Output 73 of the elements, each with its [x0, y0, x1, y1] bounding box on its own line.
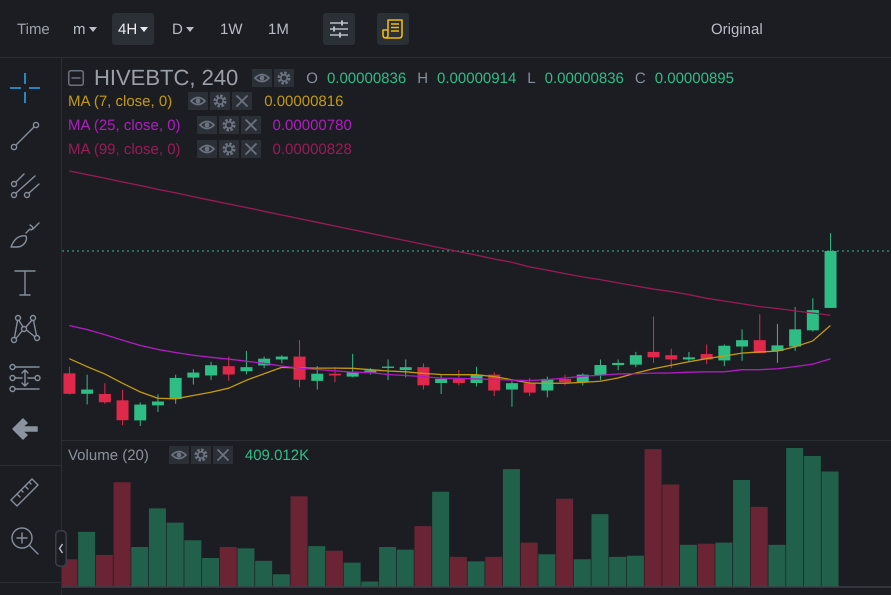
text: 0.00000836	[544, 70, 624, 86]
text: 0.00000914	[437, 70, 516, 86]
candlestick	[630, 351, 642, 368]
bar	[538, 554, 556, 587]
text: Time	[17, 20, 50, 38]
text: D	[172, 20, 183, 38]
candlestick	[152, 394, 164, 412]
candlestick	[311, 366, 324, 390]
candlestick	[400, 358, 412, 378]
bar	[680, 544, 697, 587]
text: H	[417, 70, 428, 86]
candlestick	[134, 402, 146, 426]
text: O	[306, 70, 318, 86]
series-label: MA (99, close, 0)	[68, 140, 181, 158]
text: 1M	[268, 20, 289, 38]
candlestick	[170, 374, 182, 404]
text: L	[527, 70, 536, 86]
candlestick	[754, 314, 766, 354]
text: 4H	[118, 20, 138, 38]
candlestick	[506, 380, 518, 408]
candlestick	[63, 366, 76, 395]
candlestick	[116, 389, 129, 426]
text: 0.00000780	[272, 116, 352, 134]
candlestick	[187, 368, 200, 386]
candlestick	[736, 328, 748, 362]
text: 1W	[220, 20, 242, 38]
text: C	[634, 70, 646, 86]
candlestick	[452, 370, 465, 386]
candlestick	[806, 298, 819, 332]
text: m	[73, 20, 86, 38]
candlestick	[648, 316, 660, 364]
candlestick	[205, 361, 218, 381]
candlestick	[382, 358, 394, 381]
text: 0.00000816	[264, 92, 344, 110]
bar	[502, 469, 520, 587]
candlestick	[612, 358, 624, 371]
candlestick	[718, 344, 730, 367]
bar	[520, 542, 538, 587]
bar	[290, 496, 308, 587]
text: Original	[711, 20, 763, 38]
bar	[698, 544, 715, 587]
bar	[432, 492, 450, 587]
candlestick	[524, 377, 536, 397]
candlestick	[240, 350, 252, 375]
candlestick	[665, 348, 678, 369]
candlestick	[81, 374, 94, 405]
candlestick	[98, 382, 111, 404]
candlestick	[789, 306, 802, 352]
candlestick	[594, 358, 606, 381]
text: 0.00000828	[272, 140, 352, 158]
chart-title: HIVEBTC, 240	[94, 65, 238, 90]
text: MA (25, close, 0)	[68, 116, 181, 134]
text: MA (7, close, 0)	[68, 92, 172, 110]
bar	[414, 526, 432, 587]
bar	[220, 546, 237, 587]
bar	[485, 556, 502, 587]
bar	[308, 546, 326, 587]
text: 0.00000895	[654, 70, 734, 86]
candlestick	[682, 351, 695, 362]
candlestick	[294, 340, 306, 388]
candlestick	[222, 356, 235, 382]
bar	[750, 506, 768, 587]
annotation: 409.012K	[244, 446, 310, 464]
candlestick	[328, 366, 341, 383]
candlestick	[435, 374, 448, 394]
bar	[450, 556, 467, 587]
bar	[326, 550, 343, 587]
bar	[556, 498, 574, 587]
bar	[78, 532, 96, 587]
candlestick	[559, 374, 572, 386]
text: 0.00000836	[326, 70, 406, 86]
bar	[468, 561, 485, 587]
chart-title: Volume (20)	[68, 446, 149, 464]
